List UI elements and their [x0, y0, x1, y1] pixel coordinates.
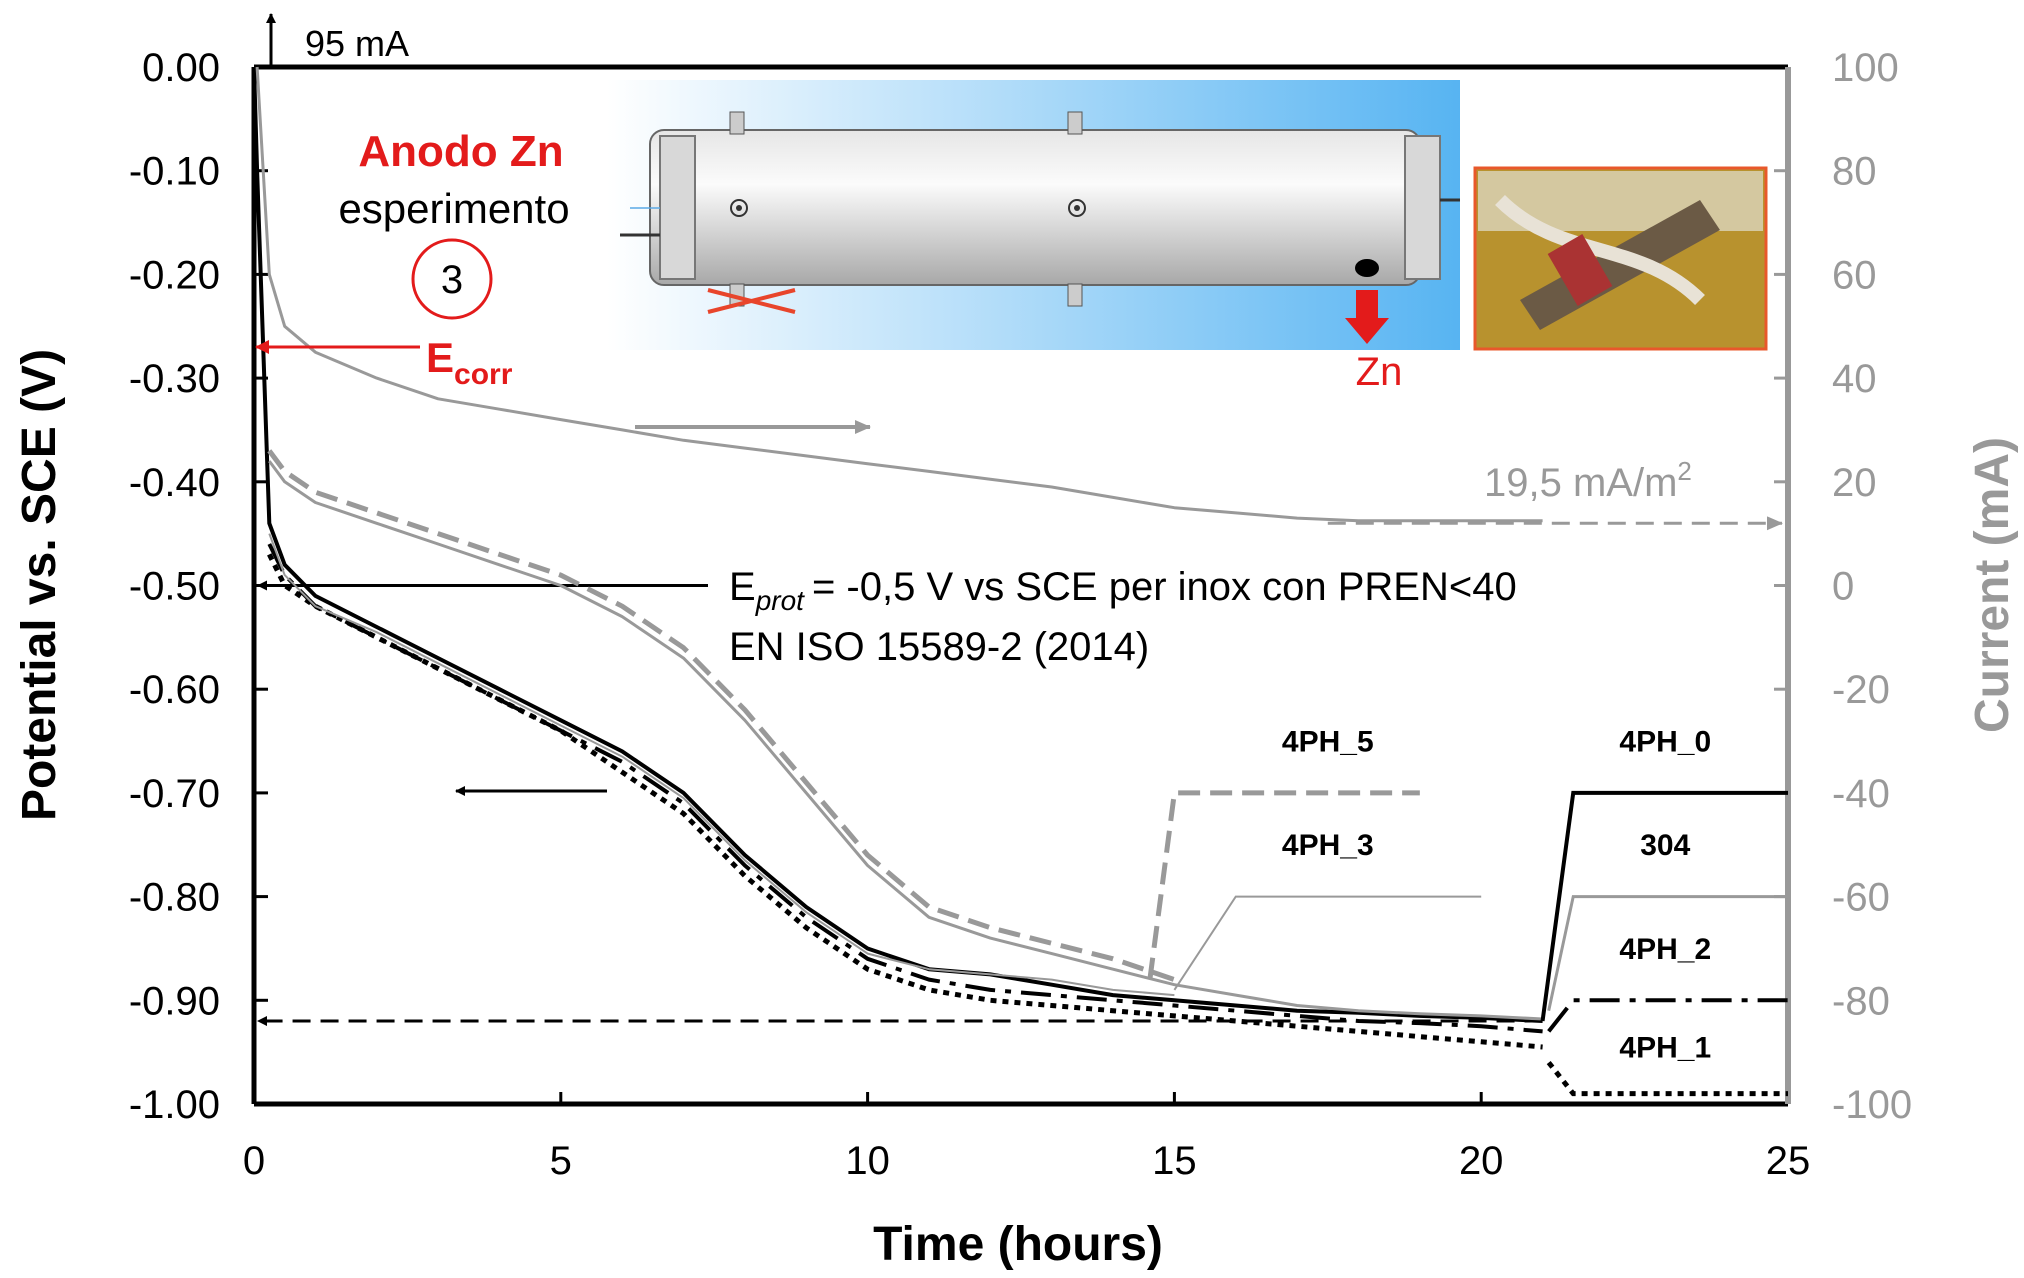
- y2-axis-title: Current (mA): [1966, 437, 2019, 733]
- x-tick-label: 25: [1766, 1139, 1811, 1183]
- y2-tick-label: -100: [1832, 1083, 1912, 1127]
- annotation: 3: [441, 258, 463, 302]
- legend-line: [1546, 1060, 1788, 1097]
- annotation-main: 19,5 mA/m: [1484, 461, 1677, 505]
- y-tick-label: -0.30: [129, 357, 220, 401]
- legend-line: [1173, 895, 1482, 991]
- y2-tick-label: 20: [1832, 461, 1877, 505]
- annotation: Anodo Zn: [358, 127, 563, 176]
- legend-line: [1547, 998, 1788, 1033]
- probe: [729, 111, 745, 135]
- y2-tick-label: -60: [1832, 876, 1890, 920]
- annotation-main: E: [729, 565, 756, 609]
- data-line: [255, 66, 1543, 523]
- legend-line: [1147, 790, 1420, 980]
- y-tick-label: -0.20: [129, 253, 220, 297]
- x-axis-title: Time (hours): [873, 1218, 1163, 1271]
- y-tick-label: 0.00: [142, 46, 220, 90]
- y-tick-label: -0.70: [129, 772, 220, 816]
- data-line: [267, 543, 1543, 1034]
- annotation: EN ISO 15589-2 (2014): [729, 625, 1149, 669]
- x-tick-label: 5: [550, 1139, 572, 1183]
- probe: [1074, 205, 1080, 211]
- annotation-sub: corr: [454, 358, 513, 391]
- y2-tick-label: 80: [1832, 150, 1877, 194]
- annotation-text: = -0,5 V vs SCE per inox con PREN<40: [812, 565, 1517, 609]
- data-line: [267, 553, 1543, 1050]
- data-line: [267, 449, 1176, 982]
- y-axis-title: Potential vs. SCE (V): [13, 349, 66, 821]
- cylinder: [649, 129, 1421, 286]
- annotation-main: E: [426, 334, 454, 381]
- zn-anode: [1355, 259, 1379, 277]
- data-line: [268, 460, 1543, 1021]
- probe: [1068, 199, 1086, 217]
- photo-detail: [1547, 234, 1613, 306]
- annotation-sup: 2: [1677, 456, 1691, 486]
- y2-tick-label: 60: [1832, 253, 1877, 297]
- x-tick-label: 0: [243, 1139, 265, 1183]
- y2-tick-label: -80: [1832, 979, 1890, 1023]
- y2-tick-label: 40: [1832, 357, 1877, 401]
- legend-label: 304: [1640, 829, 1690, 862]
- y2-tick-label: 0: [1832, 565, 1854, 609]
- y-tick-label: -0.40: [129, 461, 220, 505]
- y2-tick-label: 100: [1832, 46, 1899, 90]
- y-tick-label: -0.90: [129, 979, 220, 1023]
- legend-label: 4PH_3: [1282, 829, 1374, 862]
- y-tick-label: -0.60: [129, 668, 220, 712]
- y-tick-label: -0.80: [129, 876, 220, 920]
- inset-diagram: [607, 80, 1460, 350]
- annotation-sub: prot: [755, 585, 805, 616]
- legend-label: 4PH_5: [1282, 725, 1374, 758]
- x-tick-label: 20: [1459, 1139, 1504, 1183]
- data-line: [268, 533, 1175, 997]
- legend-label: 4PH_1: [1619, 1031, 1711, 1064]
- y-tick-label: -0.10: [129, 150, 220, 194]
- annotation: Ecorr: [426, 334, 513, 391]
- probe: [1067, 283, 1083, 307]
- probe: [1067, 111, 1083, 135]
- y-tick-label: -1.00: [129, 1083, 220, 1127]
- cylinder-cap: [659, 135, 696, 280]
- annotation: 95 mA: [305, 23, 409, 64]
- x-tick-label: 10: [845, 1139, 890, 1183]
- probe: [736, 205, 742, 211]
- legend-line: [1540, 790, 1788, 1022]
- legend-label: 4PH_0: [1619, 725, 1711, 758]
- annotation: Zn: [1356, 350, 1403, 394]
- legend-label: 4PH_2: [1619, 933, 1711, 966]
- zn-arrow: [1345, 290, 1389, 344]
- cylinder-cap: [1404, 135, 1441, 280]
- annotation: Eprot = -0,5 V vs SCE per inox con PREN<4…: [729, 565, 1517, 616]
- y2-tick-label: -20: [1832, 668, 1890, 712]
- y-tick-label: -0.50: [129, 565, 220, 609]
- legend-line: [1547, 895, 1788, 1011]
- annotation: 19,5 mA/m2: [1484, 456, 1692, 505]
- data-line: [252, 66, 1543, 1023]
- annotation-circle: [411, 238, 493, 320]
- cross: [707, 288, 796, 314]
- annotation: esperimento: [338, 185, 569, 232]
- y2-tick-label: -40: [1832, 772, 1890, 816]
- probe: [730, 199, 748, 217]
- x-tick-label: 15: [1152, 1139, 1197, 1183]
- photo-detail: [1495, 194, 1705, 306]
- photo-detail: [1520, 200, 1720, 330]
- photo: [1473, 166, 1768, 351]
